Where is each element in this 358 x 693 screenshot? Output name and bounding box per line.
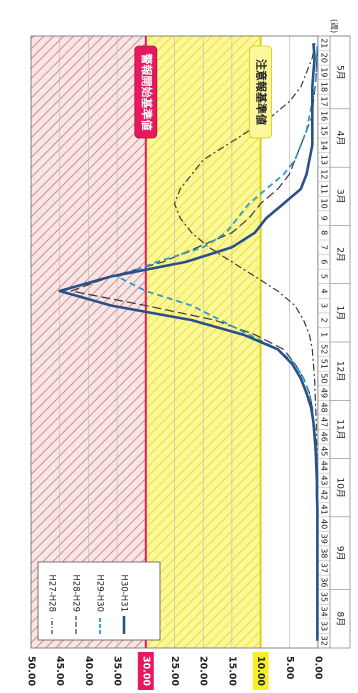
- labels-group: 警報開始基準値 注意報基準値 H27-H28 H28-H29 H29-H30 H30-H3…: [37, 45, 273, 641]
- week-tick-label: 41: [320, 504, 329, 514]
- caution-threshold-label-box: [249, 45, 273, 139]
- month-tick-label: 1月: [335, 305, 346, 320]
- value-tick-label: 15.00: [226, 656, 237, 686]
- week-tick-label: 3: [320, 303, 329, 308]
- axis-ticks: 0.00 5.00 10.00 15.00 20.00 25.00 30.00 35.00 40…: [26, 19, 351, 690]
- week-tick-label: 33: [320, 621, 329, 631]
- week-tick-label: 17: [320, 96, 329, 106]
- legend-label: H29-H30: [95, 575, 105, 612]
- month-tick-label: 11月: [335, 419, 346, 439]
- value-tick-label: 30.00: [140, 656, 151, 686]
- series-line-h30-h31: [58, 43, 319, 641]
- value-tick-label: 10.00: [255, 656, 266, 686]
- week-tick-label: 2: [320, 318, 329, 323]
- month-tick-label: 9月: [335, 546, 346, 561]
- value-tick-label: 20.00: [198, 656, 209, 686]
- month-tick-label: 4月: [335, 131, 346, 146]
- week-tick-label: 1: [320, 332, 329, 337]
- caution-tick-highlight: [252, 652, 269, 690]
- week-tick-label: 38: [320, 548, 329, 558]
- week-tick-label: 6: [320, 259, 329, 264]
- week-tick-label: 15: [320, 126, 329, 136]
- week-tick-label: 4: [320, 288, 329, 293]
- week-tick-label: 50: [320, 373, 329, 383]
- value-tick-label: 35.00: [112, 656, 123, 686]
- week-tick-label: 7: [320, 245, 329, 250]
- plot-area: [30, 35, 319, 649]
- legend-label: H28-H29: [71, 575, 81, 612]
- week-tick-label: 9: [320, 216, 329, 221]
- week-tick-label: 12: [320, 169, 329, 179]
- value-tick-label: 40.00: [83, 656, 94, 686]
- value-tick-label: 0.00: [313, 656, 324, 680]
- week-tick-label: 45: [320, 446, 329, 456]
- warning-tick-highlight: [137, 652, 154, 690]
- week-tick-label: 51: [320, 359, 329, 369]
- week-tick-label: 5: [320, 274, 329, 279]
- series-group: [58, 43, 319, 641]
- week-tick-label: 18: [320, 82, 329, 92]
- value-tick-label: 5.00: [284, 656, 295, 680]
- week-unit-label: (週): [330, 19, 339, 33]
- week-tick-label: 37: [320, 563, 329, 573]
- week-tick-label: 36: [320, 577, 329, 587]
- week-tick-label: 32: [320, 636, 329, 646]
- week-tick-label: 10: [320, 198, 329, 208]
- month-tick-label: 10月: [335, 477, 346, 497]
- month-tick-label: 5月: [335, 65, 346, 80]
- month-tick-label: 2月: [335, 247, 346, 262]
- value-tick-label: 45.00: [54, 656, 65, 686]
- month-tick-label: 3月: [335, 189, 346, 204]
- warning-threshold-label: 警報開始基準値: [140, 53, 154, 131]
- week-tick-label: 40: [320, 519, 329, 529]
- week-tick-label: 34: [320, 606, 329, 616]
- week-tick-label: 35: [320, 592, 329, 602]
- warning-threshold-label-box: [134, 45, 158, 139]
- week-tick-label: 52: [320, 344, 329, 354]
- week-tick-label: 46: [320, 432, 329, 442]
- week-tick-label: 42: [320, 490, 329, 500]
- value-tick-label: 25.00: [169, 656, 180, 686]
- week-tick-label: 16: [320, 111, 329, 121]
- legend-box: [37, 561, 161, 641]
- legend-label: H27-H28: [47, 575, 57, 612]
- week-tick-label: 11: [320, 184, 329, 194]
- caution-threshold-label: 注意報基準値: [255, 59, 269, 125]
- week-tick-label: 48: [320, 402, 329, 412]
- week-tick-label: 14: [320, 140, 329, 150]
- week-tick-label: 49: [320, 388, 329, 398]
- week-tick-label: 8: [320, 230, 329, 235]
- week-tick-label: 19: [320, 67, 329, 77]
- week-tick-label: 39: [320, 534, 329, 544]
- month-tick-label: 12月: [335, 361, 346, 381]
- month-tick-label: 8月: [335, 611, 346, 626]
- value-tick-label: 50.00: [26, 656, 37, 686]
- week-tick-label: 44: [320, 461, 329, 471]
- week-tick-label: 43: [320, 475, 329, 485]
- legend-label: H30-H31: [119, 575, 129, 612]
- week-tick-label: 13: [320, 155, 329, 165]
- week-tick-label: 21: [320, 38, 329, 48]
- week-tick-label: 47: [320, 417, 329, 427]
- week-tick-label: 20: [320, 53, 329, 63]
